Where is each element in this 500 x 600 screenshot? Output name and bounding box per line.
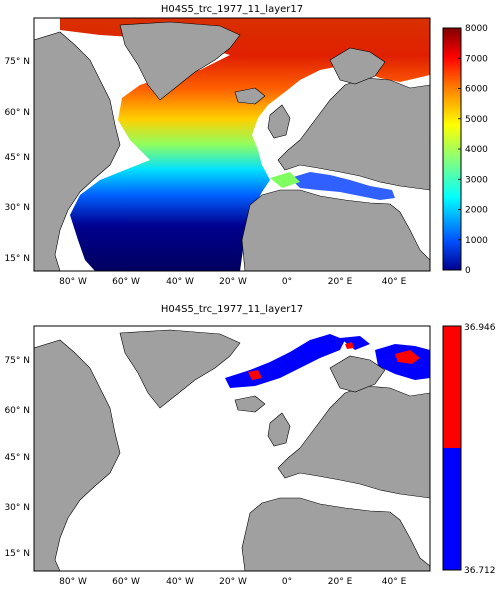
bottom-land-europe xyxy=(277,385,430,499)
bottom-lat-tick-60: 60° N xyxy=(4,406,30,416)
bottom-lon-tick-80w: 80° W xyxy=(59,577,87,587)
bottom-lon-tick-20e: 20° E xyxy=(328,577,353,587)
bottom-lon-tick-60w: 60° W xyxy=(112,577,140,587)
bottom-lon-tick-20w: 20° W xyxy=(219,577,247,587)
top-land-iceland xyxy=(234,87,266,105)
top-lat-tick-60: 60° N xyxy=(4,108,30,118)
bottom-lat-tick-45: 45° N xyxy=(4,453,30,463)
bottom-land-scandinavia xyxy=(329,355,386,393)
bottom-lat-tick-30: 30° N xyxy=(4,503,30,513)
bottom-lon-tick-40e: 40° E xyxy=(382,577,407,587)
top-med-west-field xyxy=(270,172,300,188)
top-lon-tick-60w: 60° W xyxy=(112,277,140,287)
bottom-lon-tick-40w: 40° W xyxy=(166,577,194,587)
bottom-data-red-mid xyxy=(345,342,354,349)
top-lat-tick-15: 15° N xyxy=(4,254,30,264)
bottom-lat-tick-75: 75° N xyxy=(4,356,30,366)
top-lat-tick-45: 45° N xyxy=(4,153,30,163)
bottom-colorbar-frame xyxy=(442,325,462,571)
bottom-colorbar-bottom-segment xyxy=(443,448,461,570)
top-colorbar-tick-label: 1000 xyxy=(465,236,488,246)
top-lon-tick-40e: 40° E xyxy=(382,277,407,287)
bottom-colorbar-top-label: 36.946 xyxy=(464,323,496,333)
bottom-land-iceland xyxy=(234,395,266,413)
top-lat-tick-75: 75° N xyxy=(4,57,30,67)
top-land-africa xyxy=(241,189,430,271)
top-lon-tick-0: 0° xyxy=(282,277,292,287)
top-map-title: H04S5_trc_1977_11_layer17 xyxy=(160,4,304,15)
top-land-europe xyxy=(277,77,430,191)
bottom-lat-ticks: 75° N 60° N 45° N 30° N 15° N xyxy=(4,356,30,559)
top-colorbar-tick-label: 2000 xyxy=(465,206,488,216)
top-lon-tick-80w: 80° W xyxy=(59,277,87,287)
top-map-frame xyxy=(33,17,431,272)
bottom-colorbar-bottom-label: 36.712 xyxy=(464,566,496,576)
top-map-panel: H04S5_trc_1977_11_layer17 xyxy=(4,4,488,287)
bottom-map-title: H04S5_trc_1977_11_layer17 xyxy=(160,304,304,315)
top-map-svg: 75° N 60° N 45° N 30° N 15° N 80° W 60° … xyxy=(4,17,488,287)
top-lon-tick-20e: 20° E xyxy=(328,277,353,287)
bottom-land-britain xyxy=(267,412,291,447)
top-colorbar-tick-label: 4000 xyxy=(465,145,488,155)
top-colorbar-tick-label: 0 xyxy=(465,266,471,276)
bottom-land-greenland xyxy=(119,329,241,409)
bottom-data-red-west xyxy=(248,370,262,380)
top-land-scandinavia xyxy=(329,47,386,85)
top-colorbar-tick-label: 5000 xyxy=(465,115,488,125)
top-lon-tick-20w: 20° W xyxy=(219,277,247,287)
bottom-data-field-blue-mid xyxy=(340,336,370,350)
top-lon-ticks: 80° W 60° W 40° W 20° W 0° 20° E 40° E xyxy=(59,277,406,287)
bottom-map-frame xyxy=(33,325,431,572)
bottom-map-panel: H04S5_trc_1977_11_layer17 75° N xyxy=(0,300,500,600)
top-med-field xyxy=(290,172,395,200)
bottom-lon-tick-0: 0° xyxy=(282,577,292,587)
bottom-land-africa xyxy=(241,497,430,571)
top-colorbar-tick-label: 7000 xyxy=(465,54,488,64)
bottom-data-red-east xyxy=(395,350,420,364)
top-lat-tick-30: 30° N xyxy=(4,203,30,213)
bottom-lon-ticks: 80° W 60° W 40° W 20° W 0° 20° E 40° E xyxy=(59,577,406,587)
top-lon-tick-40w: 40° W xyxy=(166,277,194,287)
bottom-colorbar-top-segment xyxy=(443,326,461,448)
top-land-britain xyxy=(267,104,291,139)
top-land-north-america xyxy=(34,31,121,271)
top-lat-ticks: 75° N 60° N 45° N 30° N 15° N xyxy=(4,57,30,264)
top-colorbar-tick-label: 6000 xyxy=(465,85,488,95)
bottom-lat-tick-15: 15° N xyxy=(4,549,30,559)
top-land-greenland xyxy=(119,21,241,101)
bottom-land-north-america xyxy=(34,339,121,571)
top-colorbar-tick-label: 8000 xyxy=(465,24,488,34)
bottom-map-svg: 75° N 60° N 45° N 30° N 15° N 80° W 60° … xyxy=(4,323,496,587)
top-colorbar-ticks: 0 1000 2000 3000 4000 5000 6000 7000 8000 xyxy=(458,24,488,276)
top-colorbar-tick-label: 3000 xyxy=(465,175,488,185)
